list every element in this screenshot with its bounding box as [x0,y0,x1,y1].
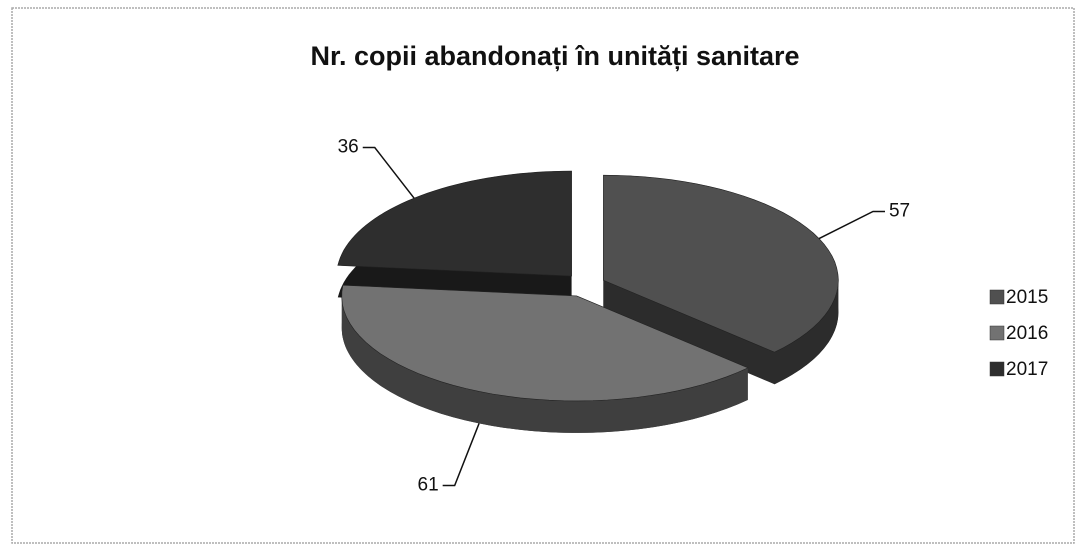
data-label: 57 [889,201,910,222]
slice-side [341,295,748,433]
data-label: 36 [338,137,359,158]
chart-title: Nr. copii abandonați în unități sanitare [310,41,799,71]
legend-swatch [989,361,1005,377]
leader-line [818,210,885,240]
legend-label: 2016 [1006,323,1048,344]
slice [341,284,749,402]
legend-label: 2015 [1006,287,1048,308]
data-label: 61 [418,475,439,496]
slice [337,170,572,277]
leader-line [362,146,415,199]
leader-line [442,423,480,487]
legend-swatch [989,325,1005,341]
slice-side [774,280,839,385]
legend-label: 2017 [1006,359,1048,380]
legend-swatch [989,289,1005,305]
